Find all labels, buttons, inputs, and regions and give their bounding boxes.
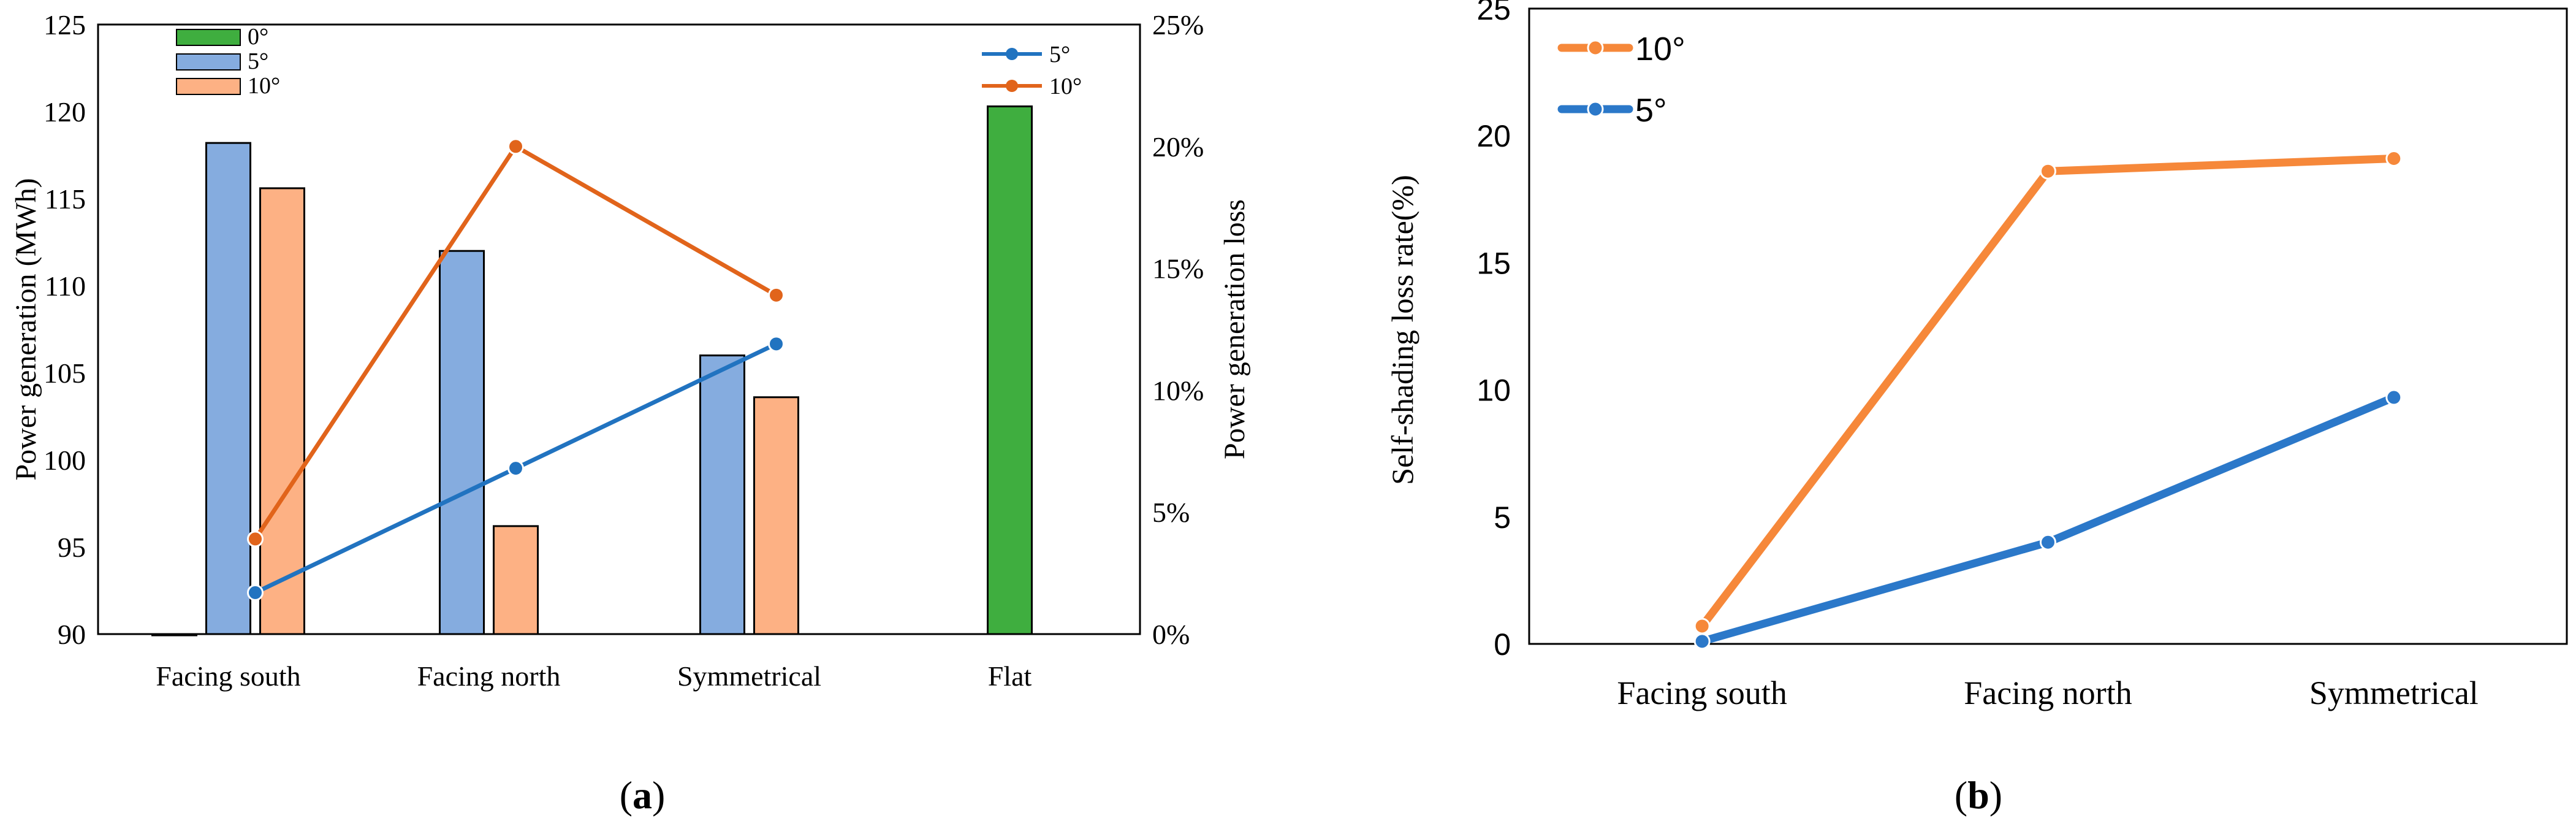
point-5deg-2 xyxy=(2385,389,2403,406)
bar-0deg-flat xyxy=(987,105,1033,635)
legend-swatch-bar-2 xyxy=(176,78,241,95)
panel-a-caption: (a) xyxy=(620,773,666,817)
legend-swatch-bar-0 xyxy=(176,29,241,46)
point-5deg-0 xyxy=(1693,633,1711,650)
point-10deg-2 xyxy=(768,286,785,304)
y2-tick-label: 25% xyxy=(1152,9,1204,40)
legend-swatch-bar-1 xyxy=(176,53,241,71)
panel-a-y2-axis-label: Power generation loss xyxy=(1218,199,1251,459)
point-5deg-2 xyxy=(768,335,785,353)
point-10deg-1 xyxy=(507,138,524,155)
panel-b-y-axis-label: Self-shading loss rate(%) xyxy=(1385,175,1419,484)
bar-5deg-facing-north xyxy=(439,250,485,635)
y-tick-label: 90 xyxy=(58,619,86,650)
point-10deg-1 xyxy=(2040,163,2056,180)
x-tick-label: Facing north xyxy=(417,660,561,692)
x-tick-label: Facing north xyxy=(1964,675,2132,711)
y-tick-label: 125 xyxy=(44,9,86,40)
y2-tick-label: 20% xyxy=(1152,131,1204,163)
legend-marker-1 xyxy=(1587,101,1604,118)
line-series-10deg xyxy=(1698,155,2395,629)
y-tick-label: 100 xyxy=(44,445,86,476)
point-10deg-0 xyxy=(247,530,264,548)
x-tick-label: Symmetrical xyxy=(677,660,821,692)
panel-a-plot-frame xyxy=(97,23,1141,635)
panel-b-plot-frame xyxy=(1528,7,2568,645)
legend-label-line-0: 5° xyxy=(1049,42,1070,67)
bar-10deg-facing-north xyxy=(493,525,539,635)
point-10deg-2 xyxy=(2385,150,2403,167)
y-tick-label: 20 xyxy=(1476,119,1511,153)
legend-label-bar-2: 10° xyxy=(248,73,280,99)
legend-label-bar-0: 0° xyxy=(248,24,268,50)
y-tick-label: 105 xyxy=(44,358,86,389)
bar-5deg-facing-south xyxy=(205,142,251,635)
x-tick-label: Facing south xyxy=(1617,675,1787,711)
x-tick-label: Flat xyxy=(988,660,1032,692)
legend-label-0: 10° xyxy=(1635,31,1685,67)
y2-tick-label: 15% xyxy=(1152,253,1204,285)
panel-b-chart: 0 5 10 15 20 25 Facing south Facing north Symme… xyxy=(1385,0,2568,711)
bar-10deg-facing-south xyxy=(259,187,305,635)
legend-marker-0 xyxy=(1587,39,1604,56)
y2-tick-label: 0% xyxy=(1152,619,1190,650)
point-5deg-1 xyxy=(2040,534,2056,551)
legend-label-bar-1: 5° xyxy=(248,48,268,74)
y-tick-label: 0 xyxy=(1494,627,1511,662)
legend-label-1: 5° xyxy=(1635,92,1667,129)
bar-0deg-facing-south xyxy=(151,633,197,637)
panel-b-caption: (b) xyxy=(1955,773,2002,817)
x-tick-label: Symmetrical xyxy=(2309,675,2479,711)
point-5deg-1 xyxy=(507,460,524,477)
y-tick-label: 25 xyxy=(1476,0,1511,26)
bar-5deg-symmetrical xyxy=(699,354,745,635)
bar-10deg-symmetrical xyxy=(753,396,799,635)
y-tick-label: 95 xyxy=(58,532,86,563)
x-tick-label: Facing south xyxy=(156,660,300,692)
y-tick-label: 15 xyxy=(1476,246,1511,280)
legend-marker-0 xyxy=(1006,48,1018,60)
y-tick-label: 110 xyxy=(45,270,86,302)
y-tick-label: 120 xyxy=(44,96,86,128)
line-series-5deg xyxy=(1701,394,2396,646)
y-tick-label: 5 xyxy=(1494,500,1511,535)
panel-a-y-axis-label: Power generation (MWh) xyxy=(10,178,42,480)
point-5deg-0 xyxy=(247,584,264,601)
legend-marker-1 xyxy=(1006,80,1018,92)
y2-tick-label: 10% xyxy=(1152,375,1204,406)
legend-label-line-1: 10° xyxy=(1049,74,1082,99)
y2-tick-label: 5% xyxy=(1152,497,1190,528)
line-series-10deg xyxy=(253,143,778,540)
y-tick-label: 10 xyxy=(1476,373,1511,408)
y-tick-label: 115 xyxy=(45,183,86,215)
point-10deg-0 xyxy=(1693,618,1711,635)
